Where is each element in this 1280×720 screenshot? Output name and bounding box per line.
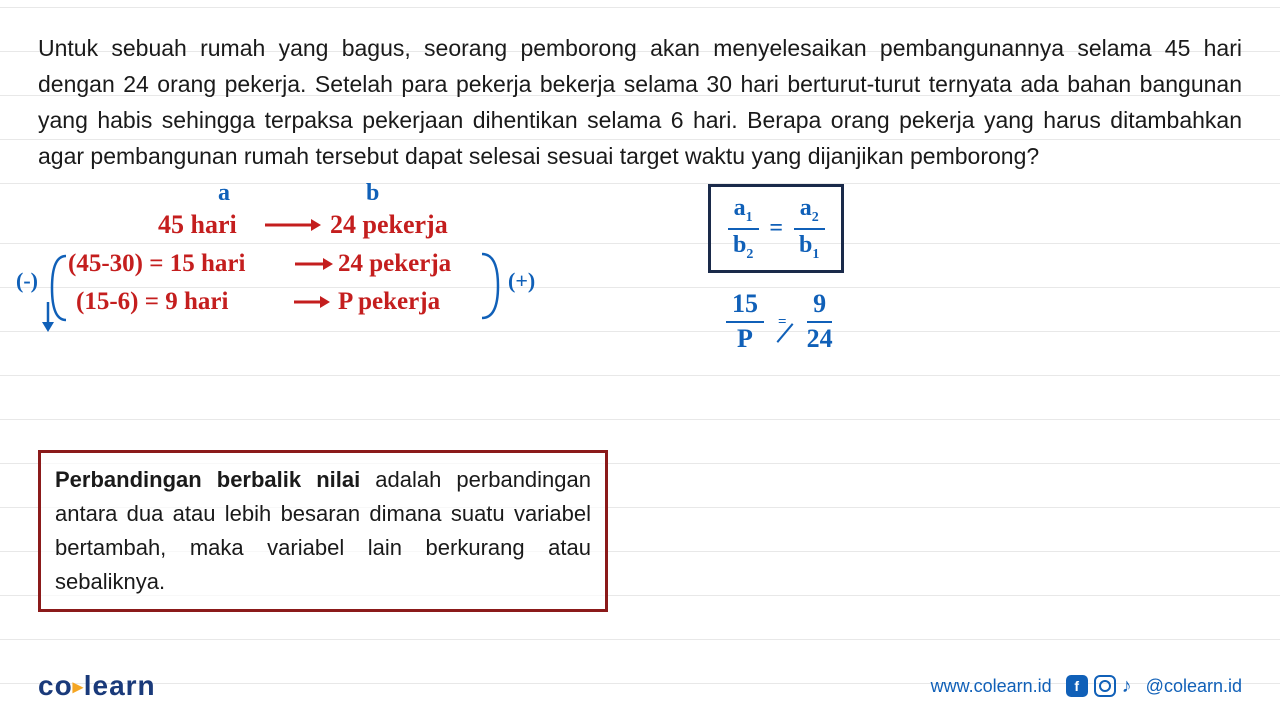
facebook-icon: f: [1066, 675, 1088, 697]
sub-b2: 2: [746, 246, 753, 261]
line2-left: (45-30) = 15 hari: [68, 250, 245, 278]
definition-bold: Perbandingan berbalik nilai: [55, 467, 360, 492]
header-b: b: [366, 180, 379, 207]
arrow3: [292, 294, 330, 315]
calc-tr: 9: [807, 290, 832, 323]
arrow2: [293, 256, 333, 277]
logo-dot: ▸: [73, 676, 84, 698]
social-icons: f ♪: [1066, 675, 1132, 698]
sub-a2: 2: [812, 210, 819, 225]
line1-left: 45 hari: [158, 210, 237, 240]
sub-a1: 1: [746, 210, 753, 225]
line3-left: (15-6) = 9 hari: [76, 288, 228, 316]
tiktok-icon: ♪: [1122, 675, 1132, 698]
logo-learn: learn: [84, 670, 156, 701]
plus-label: (+): [508, 268, 535, 294]
logo-co: co: [38, 670, 73, 701]
b2d: b: [733, 232, 746, 258]
footer-url: www.colearn.id: [931, 676, 1052, 697]
logo: co▸learn: [38, 670, 156, 702]
footer-right: www.colearn.id f ♪ @colearn.id: [931, 675, 1242, 698]
footer: co▸learn www.colearn.id f ♪ @colearn.id: [0, 670, 1280, 702]
right-bracket: [478, 250, 502, 327]
line3-right: P pekerja: [338, 288, 440, 316]
line1-right: 24 pekerja: [330, 210, 448, 240]
minus-label: (-): [16, 268, 38, 294]
formula-box: a1 b2 = a2 b1: [708, 184, 844, 272]
sub-b1: 1: [812, 246, 819, 261]
frac-left: a1 b2: [727, 195, 759, 261]
definition-box: Perbandingan berbalik nilai adalah perba…: [38, 450, 608, 612]
header-a: a: [218, 180, 230, 207]
frac-right: a2 b1: [793, 195, 825, 261]
footer-handle: @colearn.id: [1146, 676, 1242, 697]
a1: a: [734, 195, 746, 221]
down-arrow-left: [40, 300, 56, 337]
calc-eq: =: [778, 314, 787, 330]
calc-tl: 15: [726, 290, 764, 323]
calc-equation: 15 P = 9 24: [726, 290, 839, 353]
problem-statement: Untuk sebuah rumah yang bagus, seorang p…: [38, 30, 1242, 174]
arrow1: [263, 216, 321, 239]
b1d: b: [799, 232, 812, 258]
handwritten-work: a b 45 hari 24 pekerja (45-30) = 15 hari…: [38, 180, 1242, 360]
calc-br: 24: [801, 323, 839, 354]
line2-right: 24 pekerja: [338, 250, 451, 278]
calc-bl: P: [731, 323, 759, 354]
a2: a: [800, 195, 812, 221]
formula-eq: =: [769, 215, 783, 242]
instagram-icon: [1094, 675, 1116, 697]
content-area: Untuk sebuah rumah yang bagus, seorang p…: [0, 0, 1280, 360]
